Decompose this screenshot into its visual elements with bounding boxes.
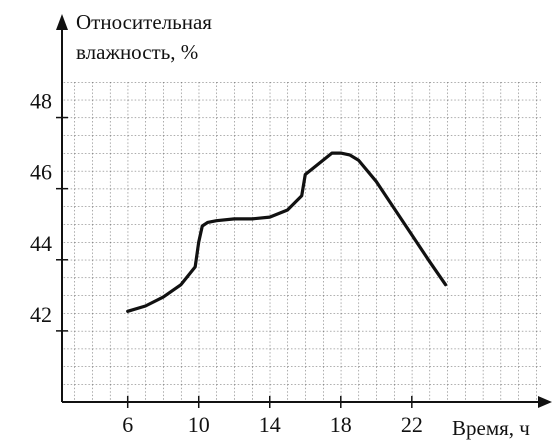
grid — [63, 82, 541, 402]
y-axis-label: влажность, % — [76, 40, 198, 64]
y-tick-label: 44 — [30, 231, 52, 256]
x-tick-label: 18 — [330, 412, 352, 437]
x-tick-label: 22 — [401, 412, 423, 437]
y-tick-label: 48 — [30, 89, 52, 114]
y-axis-arrow — [56, 14, 68, 30]
x-axis-label: Время, ч — [452, 416, 530, 440]
y-axis-label: Относительная — [76, 10, 212, 34]
y-tick-label: 46 — [30, 160, 52, 185]
x-tick-label: 14 — [259, 412, 281, 437]
x-tick-label: 10 — [188, 412, 210, 437]
x-tick-label: 6 — [122, 412, 133, 437]
y-tick-label: 42 — [30, 302, 52, 327]
x-axis-arrow — [538, 396, 552, 408]
line — [126, 151, 448, 313]
